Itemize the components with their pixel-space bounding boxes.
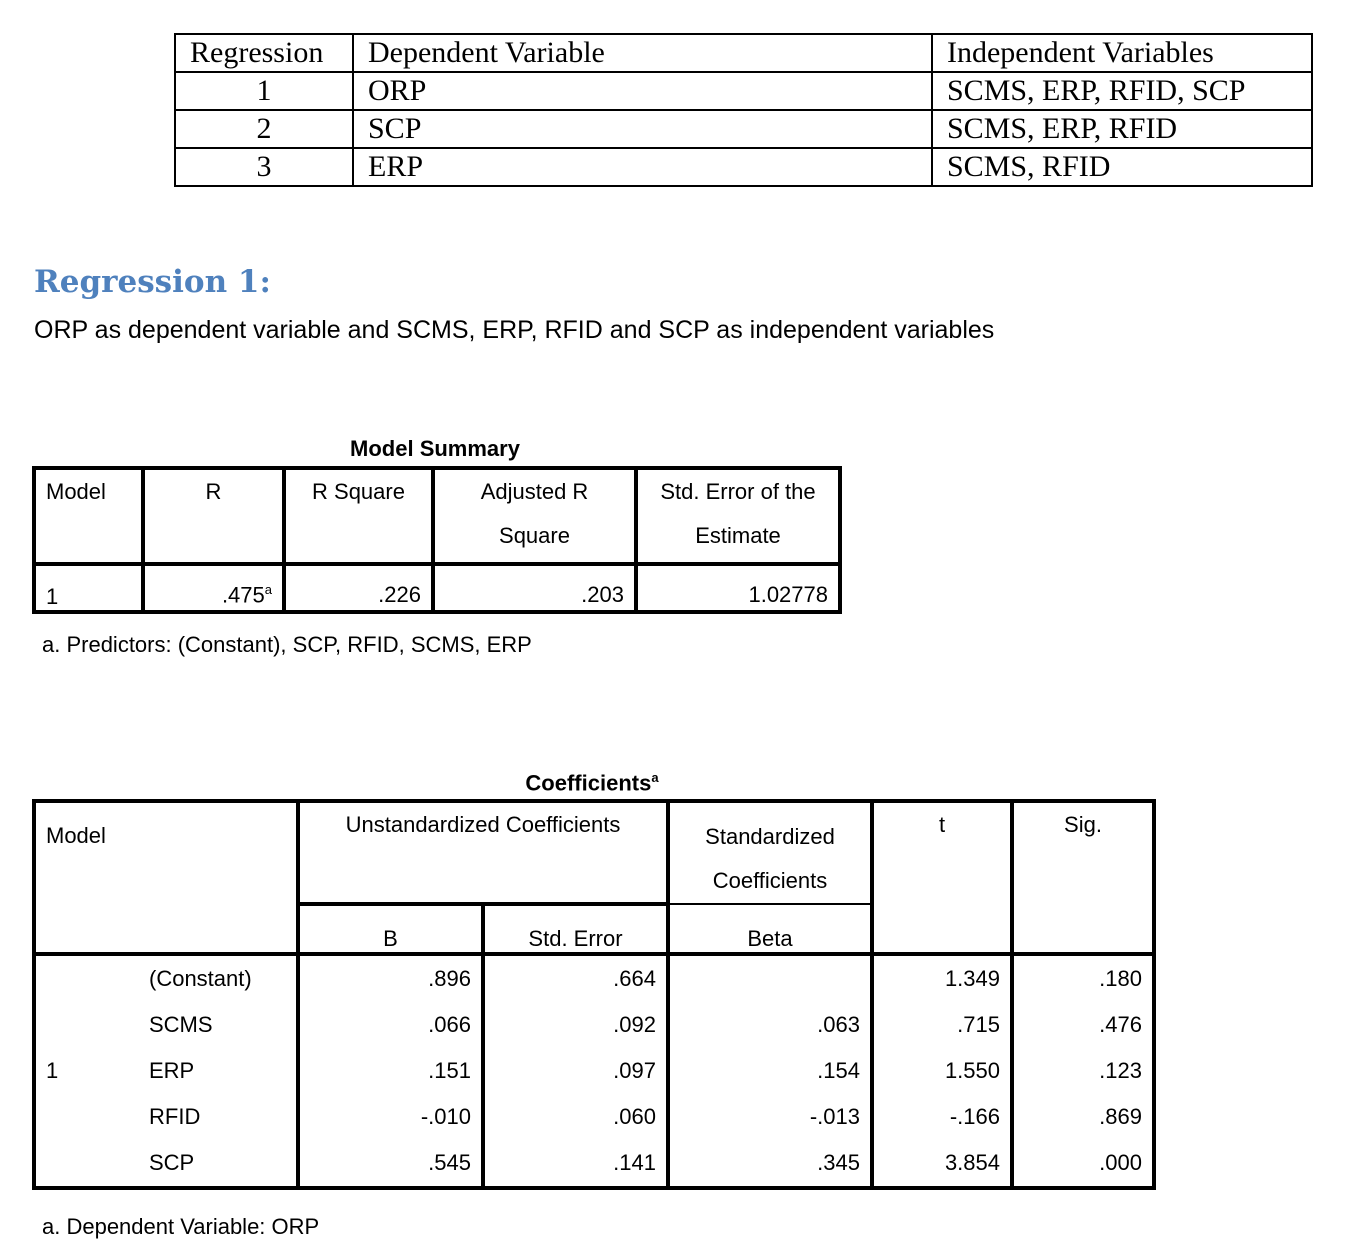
- cell: SCMS, RFID: [931, 147, 1313, 187]
- cell: .545: [296, 1140, 485, 1190]
- cell: ERP: [352, 147, 933, 187]
- table-row: 1 ORP SCMS, ERP, RFID, SCP: [174, 71, 1313, 111]
- header-cell: R Square: [282, 466, 435, 566]
- variable-cell: RFID: [139, 1094, 300, 1140]
- cell: .060: [481, 1094, 670, 1140]
- cell: .226: [282, 562, 435, 614]
- r-value: .475: [221, 582, 265, 607]
- header-cell: Model: [32, 799, 300, 956]
- cell: -.010: [296, 1094, 485, 1140]
- header-cell: B: [296, 902, 485, 956]
- cell: 1.02778: [634, 562, 842, 614]
- table-row: 3 ERP SCMS, RFID: [174, 147, 1313, 187]
- table-row: RFID -.010.060 -.013 -.166.869: [34, 1094, 1156, 1140]
- cell: .154: [666, 1048, 874, 1094]
- table-header-row: Regression Dependent Variable Independen…: [174, 33, 1313, 73]
- table-header-row: B Std. Error Beta: [34, 902, 1154, 956]
- cell: SCMS, ERP, RFID, SCP: [931, 71, 1313, 111]
- cell: .180: [1010, 952, 1156, 1002]
- cell: .896: [296, 952, 485, 1002]
- section-subtitle: ORP as dependent variable and SCMS, ERP,…: [34, 316, 995, 344]
- cell: .141: [481, 1140, 670, 1190]
- variable-cell: ERP: [139, 1048, 300, 1094]
- header-cell: Regression: [174, 33, 354, 73]
- header-cell: Sig.: [1010, 799, 1156, 956]
- table-row: SCMS .066.092.063.715.476: [34, 1002, 1156, 1048]
- table-row: 1 (Constant) .896.664 1.349.180: [32, 952, 1156, 1190]
- header-cell: t: [870, 799, 1014, 956]
- header-cell: Std. Error of the Estimate: [634, 466, 842, 566]
- model-cell: 1: [32, 952, 139, 1190]
- coefficients-footnote: a. Dependent Variable: ORP: [42, 1214, 320, 1239]
- coefficients-title-text: Coefficients: [525, 770, 652, 796]
- cell: .066: [296, 1002, 485, 1048]
- coefficients-table: Model Unstandardized Coefficients Standa…: [32, 799, 1156, 1190]
- header-cell: Independent Variables: [931, 33, 1313, 73]
- cell: .476: [1010, 1002, 1156, 1048]
- cell: .097: [481, 1048, 670, 1094]
- table-header-row: Model Unstandardized Coefficients Standa…: [32, 799, 1156, 956]
- model-summary-footnote: a. Predictors: (Constant), SCP, RFID, SC…: [42, 632, 532, 657]
- cell: 1.349: [870, 952, 1014, 1002]
- header-cell: Unstandardized Coefficients: [296, 799, 670, 906]
- cell: ORP: [352, 71, 933, 111]
- table-row: 1 .475a .226 .203 1.02778: [32, 562, 842, 614]
- cell: 1.550: [870, 1048, 1014, 1094]
- cell: .063: [666, 1002, 874, 1048]
- cell: .123: [1010, 1048, 1156, 1094]
- cell: .869: [1010, 1094, 1156, 1140]
- cell: .151: [296, 1048, 485, 1094]
- variable-cell: (Constant): [139, 952, 300, 1002]
- cell: -.166: [870, 1094, 1014, 1140]
- header-cell: Dependent Variable: [352, 33, 933, 73]
- cell: 3.854: [870, 1140, 1014, 1190]
- cell: -.013: [666, 1094, 874, 1140]
- table-row: 2 SCP SCMS, ERP, RFID: [174, 109, 1313, 149]
- cell: .203: [431, 562, 638, 614]
- cell: SCMS, ERP, RFID: [931, 109, 1313, 149]
- model-summary-table: Model R R Square Adjusted R Square Std. …: [32, 466, 842, 614]
- model-summary-title: Model Summary: [350, 436, 520, 461]
- cell: 3: [174, 147, 354, 187]
- section-heading: Regression 1:: [34, 264, 271, 300]
- cell: .000: [1010, 1140, 1156, 1190]
- header-cell: Standardized Coefficients: [666, 799, 874, 904]
- variable-cell: SCMS: [139, 1002, 300, 1048]
- cell: 1: [32, 562, 145, 614]
- cell: [666, 952, 874, 1002]
- cell: .715: [870, 1002, 1014, 1048]
- cell: SCP: [352, 109, 933, 149]
- cell: .475a: [141, 562, 286, 614]
- table-row: SCP .545.141.345 3.854.000: [34, 1140, 1156, 1190]
- cell: .092: [481, 1002, 670, 1048]
- cell: .345: [666, 1140, 874, 1190]
- footnote-marker: a: [651, 770, 659, 785]
- table-header-row: Model R R Square Adjusted R Square Std. …: [32, 466, 842, 566]
- header-cell: Adjusted R Square: [431, 466, 638, 566]
- header-cell: Beta: [666, 903, 874, 956]
- header-cell: Std. Error: [481, 902, 670, 956]
- footnote-marker: a: [264, 581, 272, 597]
- regression-overview-table: Regression Dependent Variable Independen…: [174, 33, 1313, 187]
- header-cell: R: [141, 466, 286, 566]
- cell: .664: [481, 952, 670, 1002]
- coefficients-title: Coefficientsa: [32, 770, 1152, 796]
- cell: 2: [174, 109, 354, 149]
- header-cell: Model: [32, 466, 145, 566]
- cell: 1: [174, 71, 354, 111]
- table-row: ERP .151.097.154 1.550.123: [34, 1048, 1156, 1094]
- variable-cell: SCP: [139, 1140, 300, 1190]
